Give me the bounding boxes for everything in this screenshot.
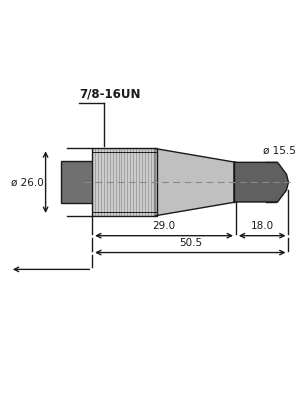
Text: 50.5: 50.5 <box>179 238 202 248</box>
Text: 7/8-16UN: 7/8-16UN <box>79 88 141 101</box>
Text: ø 15.5: ø 15.5 <box>263 146 296 156</box>
Polygon shape <box>234 162 289 202</box>
Bar <box>62 161 94 203</box>
Bar <box>92 148 157 216</box>
Text: 29.0: 29.0 <box>152 221 176 231</box>
Bar <box>234 162 277 202</box>
Polygon shape <box>155 148 236 216</box>
Text: ø 26.0: ø 26.0 <box>11 177 44 187</box>
Bar <box>92 148 157 216</box>
Text: 18.0: 18.0 <box>251 221 274 231</box>
